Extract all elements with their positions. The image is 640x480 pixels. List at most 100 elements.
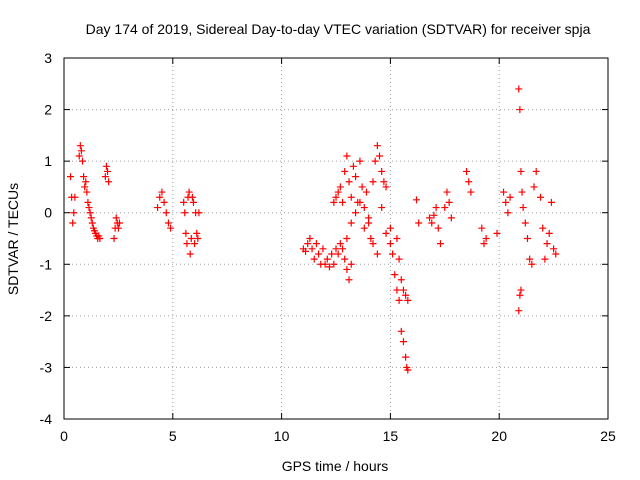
data-point (70, 209, 78, 217)
data-point (349, 162, 357, 170)
data-point (154, 204, 162, 212)
data-point (493, 229, 501, 237)
data-point (105, 178, 113, 186)
data-point (308, 245, 316, 253)
data-point (443, 188, 451, 196)
data-point (386, 224, 394, 232)
data-point (545, 229, 553, 237)
data-point (365, 214, 373, 222)
data-point (343, 265, 351, 273)
data-point (110, 235, 118, 242)
series-arc-3 (101, 162, 113, 186)
data-point (441, 204, 449, 212)
data-point (162, 209, 170, 217)
data-point (77, 147, 85, 155)
x-tick-label: 5 (169, 428, 177, 444)
data-point (319, 245, 327, 253)
data-point (402, 353, 410, 361)
data-point (434, 224, 442, 232)
data-point (467, 188, 475, 196)
series-arc-7 (299, 235, 355, 284)
data-point (399, 338, 407, 346)
series-arc-17 (493, 229, 501, 237)
chart-title: Day 174 of 2019, Sidereal Day-to-day VTE… (86, 21, 591, 37)
data-point (78, 157, 86, 165)
data-point (465, 178, 473, 186)
series-arc-12 (413, 196, 423, 227)
data-point (193, 229, 201, 237)
data-point (310, 255, 318, 263)
data-point (380, 178, 388, 186)
data-point (516, 106, 524, 114)
data-point (86, 209, 94, 217)
series-arc-18 (500, 188, 514, 217)
data-point (75, 152, 83, 160)
data-point (315, 250, 323, 258)
data-point (516, 291, 524, 299)
data-point (336, 183, 344, 191)
series-arc-10 (386, 240, 412, 374)
data-point (532, 167, 540, 175)
data-point (114, 224, 122, 232)
data-point (428, 219, 436, 227)
data-point (343, 152, 351, 160)
data-point (395, 255, 403, 263)
data-point (530, 183, 538, 191)
data-point (515, 85, 523, 93)
data-point (356, 198, 364, 206)
data-point (185, 188, 193, 196)
data-point (332, 193, 340, 201)
data-points (67, 85, 560, 374)
data-point (352, 173, 360, 181)
data-point (83, 188, 91, 196)
data-point (537, 193, 545, 201)
data-point (341, 255, 349, 263)
data-point (369, 178, 377, 186)
data-point (389, 250, 397, 258)
data-point (517, 286, 525, 294)
data-point (397, 276, 405, 284)
data-point (404, 296, 412, 304)
data-point (539, 224, 547, 232)
y-tick-label: 2 (44, 102, 52, 118)
data-point (84, 198, 92, 206)
data-point (102, 162, 110, 170)
data-point (85, 204, 93, 212)
data-point (432, 204, 440, 212)
data-point (186, 250, 194, 258)
data-point (386, 240, 394, 248)
series-arc-22 (537, 193, 560, 263)
data-point (69, 219, 77, 227)
x-axis-label: GPS time / hours (282, 458, 389, 474)
data-point (158, 188, 166, 196)
x-tick-label: 25 (600, 428, 616, 444)
data-point (371, 157, 379, 165)
data-point (447, 214, 455, 222)
data-point (506, 193, 514, 201)
data-point (369, 240, 377, 248)
data-point (347, 219, 355, 227)
data-point (378, 204, 386, 212)
data-point (304, 240, 312, 248)
data-point (71, 193, 79, 201)
data-point (194, 235, 202, 242)
data-point (415, 219, 423, 227)
x-tick-label: 15 (383, 428, 399, 444)
data-point (334, 250, 342, 258)
data-point (67, 173, 75, 181)
data-point (523, 235, 531, 242)
tick-labels: 0 5 10 15 20 25 -4 -3 -2 -1 0 1 2 3 (40, 50, 616, 444)
data-point (360, 224, 368, 232)
data-point (302, 247, 310, 255)
data-point (382, 229, 390, 237)
data-point (112, 214, 120, 222)
series-arc-13 (426, 204, 444, 248)
data-point (526, 255, 534, 263)
data-point (463, 167, 471, 175)
data-point (373, 142, 381, 150)
data-point (397, 327, 405, 335)
data-point (402, 291, 410, 299)
data-point (552, 250, 560, 258)
data-point (515, 307, 523, 315)
data-point (188, 193, 196, 201)
